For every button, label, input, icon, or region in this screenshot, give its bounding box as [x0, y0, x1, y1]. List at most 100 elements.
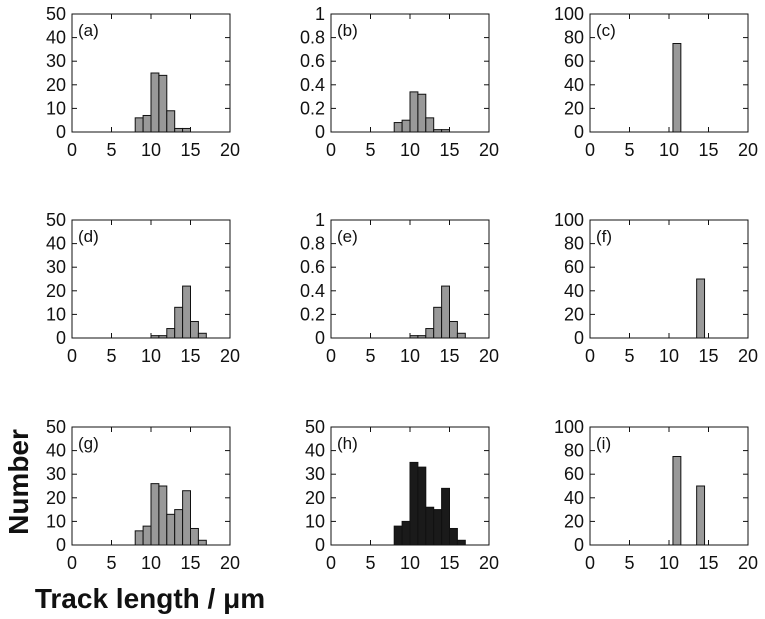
y-tick-label-c-5: 100 [554, 4, 584, 24]
bar-g-5 [174, 509, 184, 546]
x-tick-label-d-3: 15 [180, 346, 200, 366]
y-tick-label-i-1: 20 [564, 511, 584, 531]
y-tick-label-a-3: 30 [46, 51, 66, 71]
panel-label-i: (i) [596, 434, 611, 453]
x-tick-label-e-0: 0 [326, 346, 336, 366]
y-tick-label-a-4: 40 [46, 28, 66, 48]
y-tick-label-a-2: 20 [46, 75, 66, 95]
bar-a-4 [166, 110, 176, 133]
panel-h: 0 5 10 15 20 0 10 20 30 40 50 (h) [305, 417, 499, 573]
y-axis-title: Number [3, 429, 34, 535]
y-tick-label-g-0: 0 [56, 535, 66, 555]
y-tick-label-b-1: 0.2 [300, 98, 325, 118]
y-tick-label-g-5: 50 [46, 417, 66, 437]
x-tick-label-f-4: 20 [738, 346, 758, 366]
x-tick-label-d-0: 0 [67, 346, 77, 366]
y-tick-label-b-2: 0.4 [300, 75, 325, 95]
bar-g-4 [166, 513, 176, 546]
x-tick-label-b-0: 0 [326, 140, 336, 160]
bar-h-5 [433, 509, 443, 546]
y-tick-label-g-4: 40 [46, 441, 66, 461]
y-tick-label-e-3: 0.6 [300, 257, 325, 277]
x-tick-label-a-3: 15 [180, 140, 200, 160]
x-tick-label-h-2: 10 [400, 553, 420, 573]
x-tick-label-f-0: 0 [585, 346, 595, 366]
bar-h-8 [456, 539, 466, 546]
y-tick-label-h-2: 20 [305, 488, 325, 508]
x-tick-label-b-1: 5 [365, 140, 375, 160]
bar-b-1 [401, 119, 411, 133]
y-tick-label-d-2: 20 [46, 281, 66, 301]
x-tick-label-b-2: 10 [400, 140, 420, 160]
x-tick-label-i-1: 5 [624, 553, 634, 573]
y-tick-label-b-5: 1 [315, 4, 325, 24]
x-tick-label-g-1: 5 [106, 553, 116, 573]
panel-g: 0 5 10 15 20 0 10 20 30 40 50 (g) [46, 417, 240, 573]
y-tick-label-i-5: 100 [554, 417, 584, 437]
bar-h-2 [409, 461, 419, 546]
bar-g-1 [142, 525, 152, 546]
bar-c-0 [672, 43, 682, 133]
y-tick-label-d-4: 40 [46, 234, 66, 254]
y-tick-label-f-4: 80 [564, 234, 584, 254]
y-tick-label-a-5: 50 [46, 4, 66, 24]
y-tick-label-e-0: 0 [315, 328, 325, 348]
y-tick-label-d-5: 50 [46, 210, 66, 230]
bar-g-8 [197, 539, 207, 546]
x-tick-label-f-2: 10 [659, 346, 679, 366]
bar-h-3 [417, 466, 427, 546]
x-tick-label-i-2: 10 [659, 553, 679, 573]
x-tick-label-f-3: 15 [698, 346, 718, 366]
bar-b-4 [425, 117, 435, 133]
panel-label-d: (d) [78, 227, 99, 246]
bar-i-0 [672, 456, 682, 546]
x-tick-label-i-3: 15 [698, 553, 718, 573]
bar-e-5 [449, 320, 458, 339]
bar-a-0 [134, 117, 144, 133]
y-tick-label-c-1: 20 [564, 98, 584, 118]
panel-e: 0 5 10 15 20 0 0.2 0.4 0.6 0.8 1 (e) [300, 210, 499, 366]
y-tick-label-f-3: 60 [564, 257, 584, 277]
x-tick-label-e-2: 10 [400, 346, 420, 366]
panel-label-e: (e) [337, 227, 358, 246]
bar-i-1 [696, 485, 706, 546]
panel-label-g: (g) [78, 434, 99, 453]
panel-label-h: (h) [337, 434, 358, 453]
x-tick-label-a-4: 20 [220, 140, 240, 160]
y-tick-label-f-1: 20 [564, 304, 584, 324]
bar-f-0 [696, 278, 706, 339]
bar-d-2 [166, 328, 176, 339]
x-tick-label-g-3: 15 [180, 553, 200, 573]
y-tick-label-f-0: 0 [574, 328, 584, 348]
y-tick-label-e-4: 0.8 [300, 234, 325, 254]
x-tick-label-e-3: 15 [439, 346, 459, 366]
bar-g-3 [158, 485, 168, 546]
bar-h-1 [401, 520, 411, 546]
y-tick-label-c-2: 40 [564, 75, 584, 95]
panel-label-b: (b) [337, 21, 358, 40]
y-tick-label-e-2: 0.4 [300, 281, 325, 301]
bar-g-0 [134, 530, 144, 546]
panel-label-c: (c) [596, 21, 616, 40]
y-tick-label-b-3: 0.6 [300, 51, 325, 71]
x-tick-label-i-4: 20 [738, 553, 758, 573]
y-tick-label-i-2: 40 [564, 488, 584, 508]
bar-e-6 [456, 332, 466, 339]
bar-g-2 [150, 483, 160, 546]
y-tick-label-b-0: 0 [315, 122, 325, 142]
y-tick-label-c-4: 80 [564, 28, 584, 48]
y-tick-label-g-1: 10 [46, 511, 66, 531]
axes-frame-f [589, 219, 749, 339]
y-tick-label-f-2: 40 [564, 281, 584, 301]
bar-h-4 [425, 506, 435, 546]
bar-e-3 [433, 306, 443, 339]
panel-b: 0 5 10 15 20 0 0.2 0.4 0.6 0.8 1 (b) [300, 4, 499, 160]
x-tick-label-e-4: 20 [479, 346, 499, 366]
x-tick-label-c-0: 0 [585, 140, 595, 160]
x-tick-label-d-2: 10 [141, 346, 161, 366]
y-tick-label-i-0: 0 [574, 535, 584, 555]
axes-frame-i [589, 426, 749, 546]
y-tick-label-h-4: 40 [305, 441, 325, 461]
x-tick-label-c-4: 20 [738, 140, 758, 160]
